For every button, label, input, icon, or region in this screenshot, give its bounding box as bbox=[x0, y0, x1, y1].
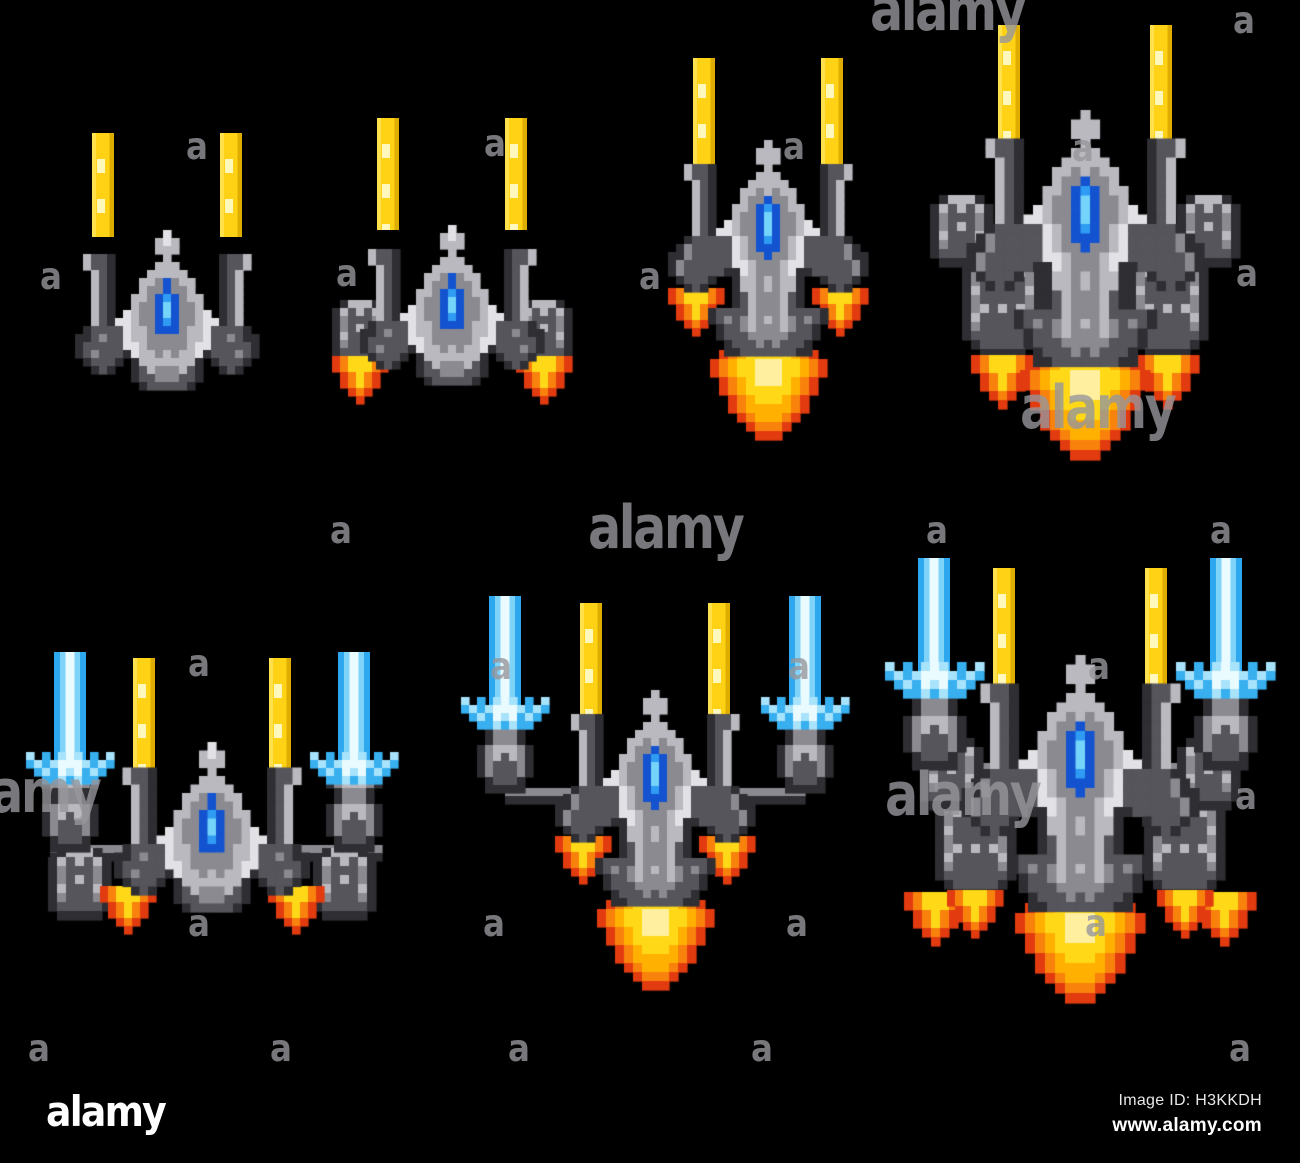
alamy-watermark-word: alamy bbox=[885, 760, 1042, 830]
alamy-watermark-letter: a bbox=[1233, 0, 1255, 42]
alamy-watermark-letter: a bbox=[270, 1027, 292, 1070]
footer-info: Image ID: H3KKDH www.alamy.com bbox=[1112, 1092, 1262, 1137]
alamy-watermark-letter: a bbox=[1085, 902, 1107, 945]
alamy-watermark-letter: a bbox=[1235, 775, 1257, 818]
image-id-text: Image ID: H3KKDH bbox=[1118, 1092, 1262, 1109]
alamy-watermark-word: alamy bbox=[870, 0, 1027, 45]
alamy-watermark-letter: a bbox=[783, 125, 805, 168]
alamy-watermark-letter: a bbox=[188, 902, 210, 945]
alamy-watermark-letter: a bbox=[186, 125, 208, 168]
ship-2-sprite bbox=[332, 118, 572, 408]
alamy-watermark-letter: a bbox=[330, 509, 352, 552]
alamy-watermark-letter: a bbox=[28, 1027, 50, 1070]
alamy-watermark-letter: a bbox=[1210, 509, 1232, 552]
alamy-watermark-letter: a bbox=[490, 645, 512, 688]
alamy-watermark-letter: a bbox=[639, 255, 661, 298]
alamy-watermark-word: alamy bbox=[0, 757, 102, 827]
alamy-watermark-word: alamy bbox=[588, 493, 745, 563]
ship-1-sprite bbox=[75, 133, 259, 390]
alamy-watermark-letter: a bbox=[508, 1027, 530, 1070]
alamy-watermark-word: alamy bbox=[1020, 373, 1177, 443]
alamy-watermark-letter: a bbox=[788, 645, 810, 688]
alamy-watermark-letter: a bbox=[1072, 127, 1094, 170]
alamy-watermark-letter: a bbox=[1229, 1027, 1251, 1070]
alamy-watermark-letter: a bbox=[786, 902, 808, 945]
alamy-watermark-letter: a bbox=[40, 255, 62, 298]
ship-3-sprite bbox=[644, 58, 892, 440]
alamy-watermark-letter: a bbox=[188, 642, 210, 685]
alamy-watermark-letter: a bbox=[1088, 645, 1110, 688]
alamy-watermark-letter: a bbox=[484, 122, 506, 165]
alamy-url-text: www.alamy.com bbox=[1112, 1115, 1262, 1136]
alamy-watermark-letter: a bbox=[336, 252, 358, 295]
alamy-watermark-letter: a bbox=[1236, 252, 1258, 295]
alamy-watermark-letter: a bbox=[926, 509, 948, 552]
alamy-footer-bar: alamy Image ID: H3KKDH www.alamy.com bbox=[0, 1085, 1300, 1163]
alamy-watermark-letter: a bbox=[483, 902, 505, 945]
alamy-logo: alamy bbox=[46, 1087, 167, 1136]
alamy-watermark-letter: a bbox=[751, 1027, 773, 1070]
